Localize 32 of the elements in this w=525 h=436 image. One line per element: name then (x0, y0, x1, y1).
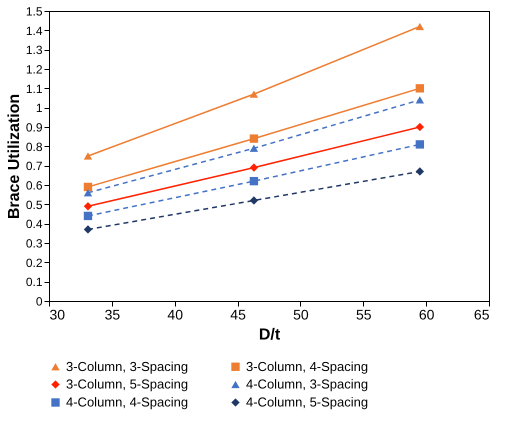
x-tick-label: 50 (293, 306, 309, 322)
x-tick-label: 35 (104, 306, 120, 322)
legend-label: 3-Column, 3-Spacing (66, 358, 188, 374)
legend-label: 4-Column, 4-Spacing (66, 394, 188, 410)
y-tick-label: 0 (36, 294, 43, 308)
x-tick-label: 65 (474, 306, 490, 322)
y-axis-title: Brace Utilization (6, 94, 23, 220)
y-tick-label: 1.5 (26, 4, 43, 18)
x-tick-label: 55 (356, 306, 372, 322)
y-tick-label: 0.1 (26, 275, 43, 290)
y-tick-label: 1.3 (26, 43, 43, 58)
x-tick-label: 30 (50, 306, 66, 322)
y-tick-label: 1.2 (26, 62, 43, 76)
y-tick-label: 1 (36, 101, 43, 116)
y-tick-label: 0.3 (26, 236, 43, 250)
y-tick-label: 0.8 (26, 140, 43, 154)
x-tick-label: 45 (230, 306, 246, 322)
y-tick-label: 0.5 (26, 198, 43, 212)
x-axis-title: D/t (258, 326, 281, 344)
y-tick-label: 1.4 (26, 24, 43, 38)
y-tick-label: 0.2 (26, 256, 43, 270)
y-tick-label: 0.7 (26, 159, 43, 174)
y-tick-label: 0.6 (26, 178, 43, 192)
x-tick-label: 40 (167, 306, 184, 322)
legend-label: 3-Column, 5-Spacing (66, 376, 188, 392)
legend-label: 4-Column, 3-Spacing (246, 376, 368, 392)
y-tick-label: 0.9 (26, 120, 43, 134)
y-tick-label: 0.4 (26, 217, 43, 232)
y-tick-label: 1.1 (26, 82, 43, 96)
legend-label: 3-Column, 4-Spacing (246, 358, 368, 374)
x-tick-label: 60 (418, 306, 435, 322)
legend-label: 4-Column, 5-Spacing (246, 394, 368, 410)
